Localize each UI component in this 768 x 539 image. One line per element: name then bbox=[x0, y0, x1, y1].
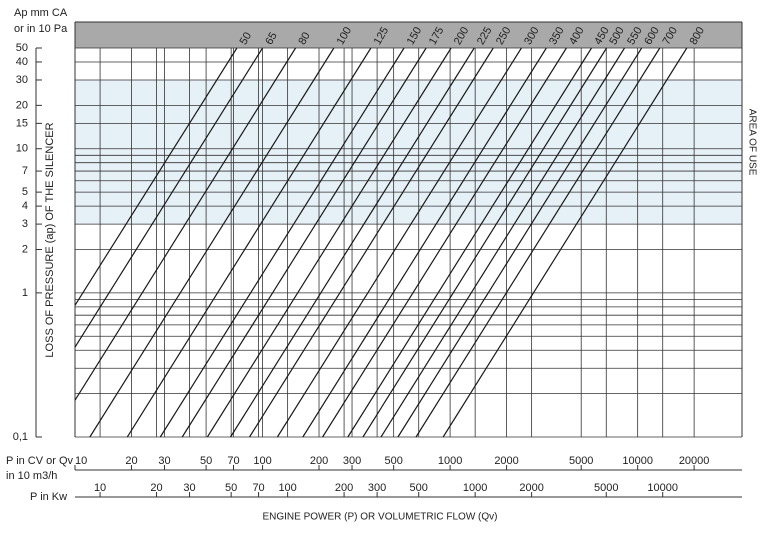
x2-tick-label: 10000 bbox=[647, 482, 678, 494]
y-tick-label: 3 bbox=[22, 218, 28, 230]
silencer-line bbox=[442, 47, 688, 438]
x2-tick-label: 30 bbox=[183, 482, 195, 494]
y-unit-label: Ap mm CA bbox=[14, 7, 68, 19]
x2-tick-label: 20 bbox=[150, 482, 162, 494]
area-label: AREA OF USE bbox=[746, 109, 757, 176]
silencer-line bbox=[276, 47, 522, 438]
x-tick-label: 1000 bbox=[438, 455, 462, 467]
x-tick-label: 20 bbox=[125, 455, 137, 467]
x-tick-label: 500 bbox=[384, 455, 402, 467]
x2-tick-label: 100 bbox=[278, 482, 296, 494]
y-tick-label: 2 bbox=[22, 243, 28, 255]
x-tick-label: 2000 bbox=[494, 455, 518, 467]
x2-tick-label: 200 bbox=[335, 482, 353, 494]
x-tick-label: 10000 bbox=[622, 455, 653, 467]
x2-tick-label: 10 bbox=[94, 482, 106, 494]
x-axis-label: P in CV or Qv bbox=[6, 455, 74, 467]
x-tick-label: 300 bbox=[343, 455, 361, 467]
silencer-line bbox=[362, 47, 608, 438]
series-label: 80 bbox=[296, 30, 313, 47]
silencer-line bbox=[181, 47, 427, 438]
silencer-line bbox=[302, 47, 547, 438]
x-axis-label: in 10 m3/h bbox=[6, 470, 57, 482]
y-tick-label: 50 bbox=[16, 42, 28, 54]
y-tick-label: 7 bbox=[22, 165, 28, 177]
y-tick-label: 5 bbox=[22, 186, 28, 198]
silencer-line bbox=[248, 47, 494, 438]
y-axis-title: LOSS OF PRESSURE (ap) OF THE SILENCER bbox=[44, 122, 56, 357]
x2-axis-label: P in Kw bbox=[30, 491, 67, 503]
x2-tick-label: 70 bbox=[252, 482, 264, 494]
silencer-line bbox=[380, 47, 626, 438]
x-tick-label: 20000 bbox=[679, 455, 710, 467]
x-tick-label: 5000 bbox=[569, 455, 593, 467]
y-tick-label: 10 bbox=[16, 143, 28, 155]
series-label: 65 bbox=[263, 30, 280, 47]
x-tick-label: 30 bbox=[158, 455, 170, 467]
silencer-line bbox=[415, 47, 661, 438]
silencer-line bbox=[126, 47, 372, 438]
x-axis-title: ENGINE POWER (P) OR VOLUMETRIC FLOW (Qv) bbox=[262, 512, 497, 523]
x2-tick-label: 2000 bbox=[519, 482, 543, 494]
x-tick-label: 10 bbox=[75, 455, 87, 467]
x2-tick-label: 5000 bbox=[594, 482, 618, 494]
x-tick-label: 200 bbox=[310, 455, 328, 467]
series-label: 50 bbox=[238, 30, 255, 47]
x-tick-label: 50 bbox=[200, 455, 212, 467]
y-unit-label: or in 10 Pa bbox=[14, 23, 68, 35]
x-tick-label: 100 bbox=[253, 455, 271, 467]
silencer-line bbox=[206, 47, 452, 438]
silencer-line bbox=[74, 47, 297, 401]
silencer-line bbox=[74, 47, 264, 348]
silencer-line bbox=[230, 47, 475, 438]
silencer-line bbox=[347, 47, 593, 438]
y-tick-label: 4 bbox=[22, 200, 28, 212]
silencer-line bbox=[397, 47, 643, 438]
y-tick-label: 30 bbox=[16, 74, 28, 86]
x-tick-label: 70 bbox=[227, 455, 239, 467]
silencer-line bbox=[89, 47, 335, 438]
y-tick-label: 0,1 bbox=[13, 431, 28, 443]
y-tick-label: 1 bbox=[22, 287, 28, 299]
x2-tick-label: 1000 bbox=[463, 482, 487, 494]
y-tick-label: 20 bbox=[16, 99, 28, 111]
x2-tick-label: 300 bbox=[368, 482, 386, 494]
y-tick-label: 15 bbox=[16, 117, 28, 129]
x2-tick-label: 50 bbox=[225, 482, 237, 494]
y-tick-label: 40 bbox=[16, 56, 28, 68]
silencer-line bbox=[159, 47, 405, 438]
silencer-line bbox=[74, 47, 238, 306]
x2-tick-label: 500 bbox=[410, 482, 428, 494]
silencer-line bbox=[322, 47, 567, 438]
label-band bbox=[75, 22, 742, 48]
